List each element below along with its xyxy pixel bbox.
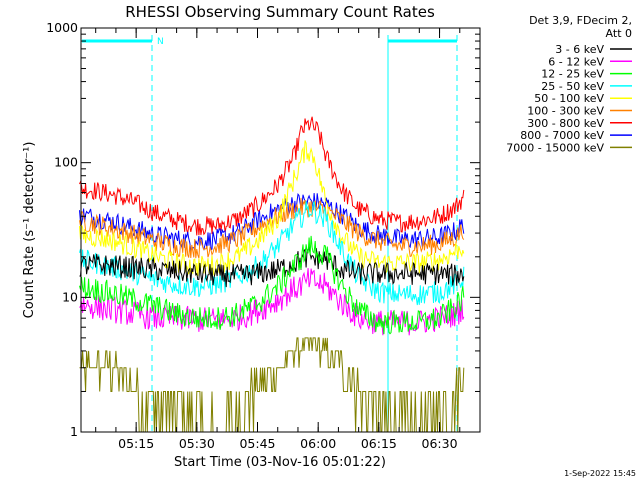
x-axis-label: Start Time (03-Nov-16 05:01:22) (174, 455, 386, 470)
timestamp: 1-Sep-2022 15:45 (564, 469, 636, 478)
series-line (79, 193, 465, 253)
x-tick-label: 06:00 (300, 436, 336, 451)
legend-entry-label: 300 - 800 keV (527, 117, 604, 130)
legend-header-line: Det 3,9, FDecim 2, (529, 14, 632, 27)
x-tick-label: 05:15 (118, 436, 154, 451)
legend-entry-label: 50 - 100 keV (534, 92, 604, 105)
plot-frame (80, 27, 481, 433)
series-line (79, 140, 465, 276)
series-line (79, 201, 465, 306)
x-axis: 05:15 05:30 05:45 06:00 06:15 06:30 (95, 28, 481, 451)
x-tick-label: 06:30 (422, 436, 458, 451)
legend-entry-label: 800 - 7000 keV (520, 129, 604, 142)
attenuator-flag-label: N (157, 37, 164, 47)
y-tick-label: 1 (70, 424, 78, 439)
y-tick-label: 100 (54, 155, 78, 170)
y-axis: 1 10 100 1000 (46, 20, 480, 439)
x-tick-label: 05:45 (239, 436, 275, 451)
y-axis-label: Count Rate (s⁻¹ detector⁻¹) (22, 142, 37, 319)
series-line (79, 268, 465, 336)
legend-entry-label: 6 - 12 keV (548, 55, 604, 68)
x-tick-label: 05:30 (179, 436, 215, 451)
x-tick-label: 06:15 (361, 436, 397, 451)
legend-entry-label: 3 - 6 keV (555, 43, 604, 56)
legend-entry-label: 12 - 25 keV (541, 68, 604, 81)
series-line (79, 245, 465, 288)
legend-entry-label: 25 - 50 keV (541, 80, 604, 93)
series-line (79, 235, 465, 335)
chart-title: RHESSI Observing Summary Count Rates (125, 3, 435, 21)
legend-entry-label: 7000 - 15000 keV (506, 141, 604, 154)
series-line (79, 116, 465, 236)
legend-entry-label: 100 - 300 keV (527, 105, 604, 118)
y-tick-label: 10 (62, 289, 78, 304)
y-tick-label: 1000 (46, 20, 78, 35)
legend-header-line: Att 0 (606, 27, 632, 40)
series-layer (79, 116, 465, 433)
